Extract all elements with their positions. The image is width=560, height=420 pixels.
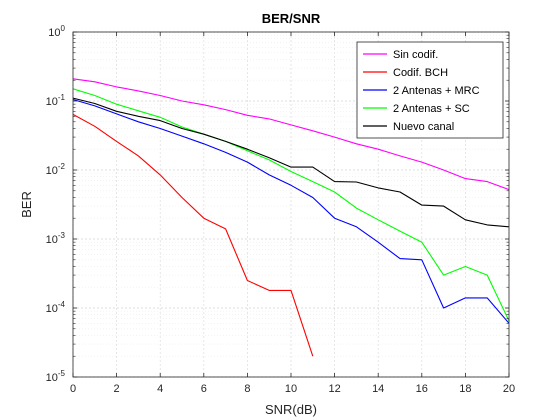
series-line-2 [72,113,314,357]
y-tick-exponent: -2 [58,162,66,171]
legend-entry-5: Nuevo canal [393,121,454,133]
y-tick-exponent: 0 [61,24,66,33]
x-tick-label: 10 [285,383,297,395]
x-tick-label: 12 [328,383,340,395]
x-tick-label: 18 [459,383,471,395]
legend: Sin codif. Codif. BCH 2 Antenas + MRC 2 Ant… [356,41,504,139]
legend-entry-4: 2 Antenas + SC [393,103,470,115]
series-line-4 [72,88,510,322]
series-line-3 [72,98,510,324]
series-line-1 [72,78,510,191]
x-tick-label: 0 [70,383,76,395]
x-tick-label: 8 [244,383,250,395]
y-tick-label: 10-5 [46,369,66,384]
y-tick-exponent: -1 [58,93,66,102]
y-tick-base: 10 [46,303,58,315]
series-line-5 [72,97,510,228]
y-tick-label: 10-2 [46,162,66,177]
y-tick-base: 10 [48,27,60,39]
y-tick-label: 10-4 [46,300,66,315]
y-tick-label: 10-1 [46,93,66,108]
x-tick-label: 2 [114,383,120,395]
y-tick-base: 10 [46,372,58,384]
y-tick-base: 10 [46,96,58,108]
x-tick-label: 4 [157,383,163,395]
y-axis-label: BER [19,191,34,218]
legend-entry-2: Codif. BCH [393,67,448,79]
x-tick-label: 20 [503,383,515,395]
y-tick-label: 100 [48,24,65,39]
x-axis-label: SNR(dB) [265,402,317,417]
y-tick-base: 10 [46,165,58,177]
x-tick-label: 14 [372,383,384,395]
y-tick-exponent: -4 [58,300,66,309]
x-tick-label: 6 [201,383,207,395]
legend-entry-3: 2 Antenas + MRC [393,85,480,97]
y-tick-label: 10-3 [46,231,66,246]
series-lines [72,78,510,357]
x-tick-label: 16 [416,383,428,395]
y-tick-base: 10 [46,234,58,246]
chart-title: BER/SNR [262,11,321,26]
legend-entry-1: Sin codif. [393,49,438,61]
y-tick-exponent: -5 [58,369,66,378]
y-tick-exponent: -3 [58,231,66,240]
